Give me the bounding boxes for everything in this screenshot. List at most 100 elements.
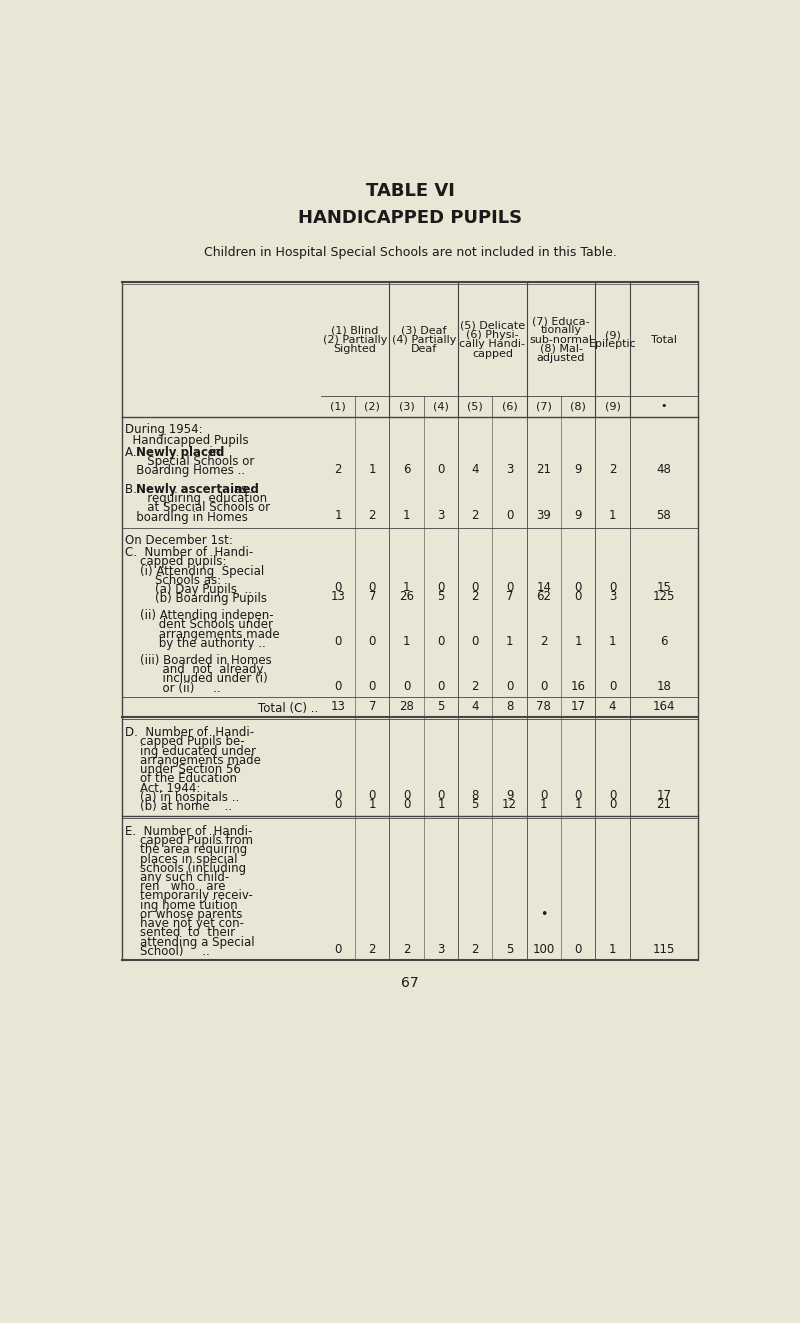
Text: (8) Mal-: (8) Mal- [539,344,582,355]
Text: have not yet con-: have not yet con- [125,917,244,930]
Text: 62: 62 [536,590,551,603]
Text: (a) Day Pupils  ..: (a) Day Pupils .. [125,583,252,597]
Text: 0: 0 [506,581,514,594]
Text: arrangements made: arrangements made [125,627,279,640]
Text: •: • [540,908,547,921]
Text: 0: 0 [403,680,410,693]
Text: capped: capped [472,348,513,359]
Text: 2: 2 [471,943,479,957]
Text: (6): (6) [502,401,518,411]
Text: ren   who   are: ren who are [125,880,226,893]
Text: 1: 1 [369,798,376,811]
Text: 0: 0 [609,789,616,802]
Text: Special Schools or: Special Schools or [137,455,254,468]
Text: D.  Number of  Handi-: D. Number of Handi- [125,726,254,740]
Text: 2: 2 [369,943,376,957]
Text: (2): (2) [365,401,380,411]
Text: 21: 21 [657,798,671,811]
Text: as: as [230,483,247,496]
Text: (b) at home    ..: (b) at home .. [125,800,232,814]
Text: 3: 3 [438,943,445,957]
Text: 0: 0 [369,680,376,693]
Text: 2: 2 [334,463,342,475]
Text: (9): (9) [605,331,621,340]
Text: 17: 17 [657,789,671,802]
Text: 1: 1 [506,635,514,648]
Text: (9): (9) [605,401,621,411]
Text: Act, 1944:: Act, 1944: [125,782,200,795]
Text: 1: 1 [438,798,445,811]
Text: 5: 5 [438,700,445,713]
Text: 0: 0 [574,581,582,594]
Text: 1: 1 [609,509,616,521]
Text: (7) Educa-: (7) Educa- [532,316,590,327]
Text: (ii) Attending indepen-: (ii) Attending indepen- [125,609,274,622]
Text: 0: 0 [609,798,616,811]
Text: arrangements made: arrangements made [125,754,261,767]
Text: 17: 17 [570,700,586,713]
Text: 5: 5 [438,590,445,603]
Text: 0: 0 [471,635,479,648]
Text: Handicapped Pupils: Handicapped Pupils [125,434,249,447]
Text: 0: 0 [540,680,547,693]
Text: On December 1st:: On December 1st: [125,533,233,546]
Text: 6: 6 [403,463,410,475]
Text: 0: 0 [438,635,445,648]
Text: dent Schools under: dent Schools under [125,618,273,631]
Text: 1: 1 [403,509,410,521]
Text: 2: 2 [403,943,410,957]
Text: 2: 2 [609,463,616,475]
Text: 48: 48 [657,463,671,475]
Text: capped Pupils from: capped Pupils from [125,833,253,847]
Text: 0: 0 [334,635,342,648]
Text: Newly ascertained: Newly ascertained [137,483,259,496]
Text: 1: 1 [540,798,548,811]
Text: 0: 0 [506,680,514,693]
Text: 0: 0 [334,680,342,693]
Text: Sighted: Sighted [334,344,377,355]
Text: places in special: places in special [125,852,238,865]
Text: 0: 0 [609,680,616,693]
Text: (3): (3) [398,401,414,411]
Text: under Section 56: under Section 56 [125,763,241,777]
Text: and  not  already: and not already [125,663,263,676]
Text: in: in [202,446,220,459]
Text: 9: 9 [574,463,582,475]
Text: 0: 0 [574,590,582,603]
Text: 4: 4 [471,463,479,475]
Text: 0: 0 [471,581,479,594]
Text: 8: 8 [506,700,514,713]
Text: HANDICAPPED PUPILS: HANDICAPPED PUPILS [298,209,522,226]
Text: •: • [661,401,667,411]
Text: 28: 28 [399,700,414,713]
Text: or (ii)     ..: or (ii) .. [125,681,221,695]
Text: or whose parents: or whose parents [125,908,242,921]
Text: Boarding Homes ..: Boarding Homes .. [125,464,245,478]
Text: Epileptic: Epileptic [589,339,636,349]
Text: boarding in Homes: boarding in Homes [125,511,248,524]
Text: 0: 0 [438,680,445,693]
Text: 7: 7 [369,590,376,603]
Text: included under (i): included under (i) [125,672,267,685]
Text: C.  Number of  Handi-: C. Number of Handi- [125,546,253,560]
Text: 5: 5 [506,943,514,957]
Text: 7: 7 [506,590,514,603]
Text: (2) Partially: (2) Partially [323,335,387,345]
Text: 100: 100 [533,943,555,957]
Text: 1: 1 [334,509,342,521]
Text: 4: 4 [609,700,616,713]
Text: 0: 0 [506,509,514,521]
Text: 2: 2 [471,590,479,603]
Text: requiring  education: requiring education [137,492,267,505]
Text: 3: 3 [438,509,445,521]
Text: at Special Schools or: at Special Schools or [137,501,270,515]
Text: 164: 164 [653,700,675,713]
Text: ing educated under: ing educated under [125,745,256,758]
Text: 78: 78 [537,700,551,713]
Text: 3: 3 [609,590,616,603]
Text: 18: 18 [657,680,671,693]
Text: 6: 6 [660,635,668,648]
Text: 1: 1 [609,943,616,957]
Text: 2: 2 [369,509,376,521]
Text: (4): (4) [433,401,449,411]
